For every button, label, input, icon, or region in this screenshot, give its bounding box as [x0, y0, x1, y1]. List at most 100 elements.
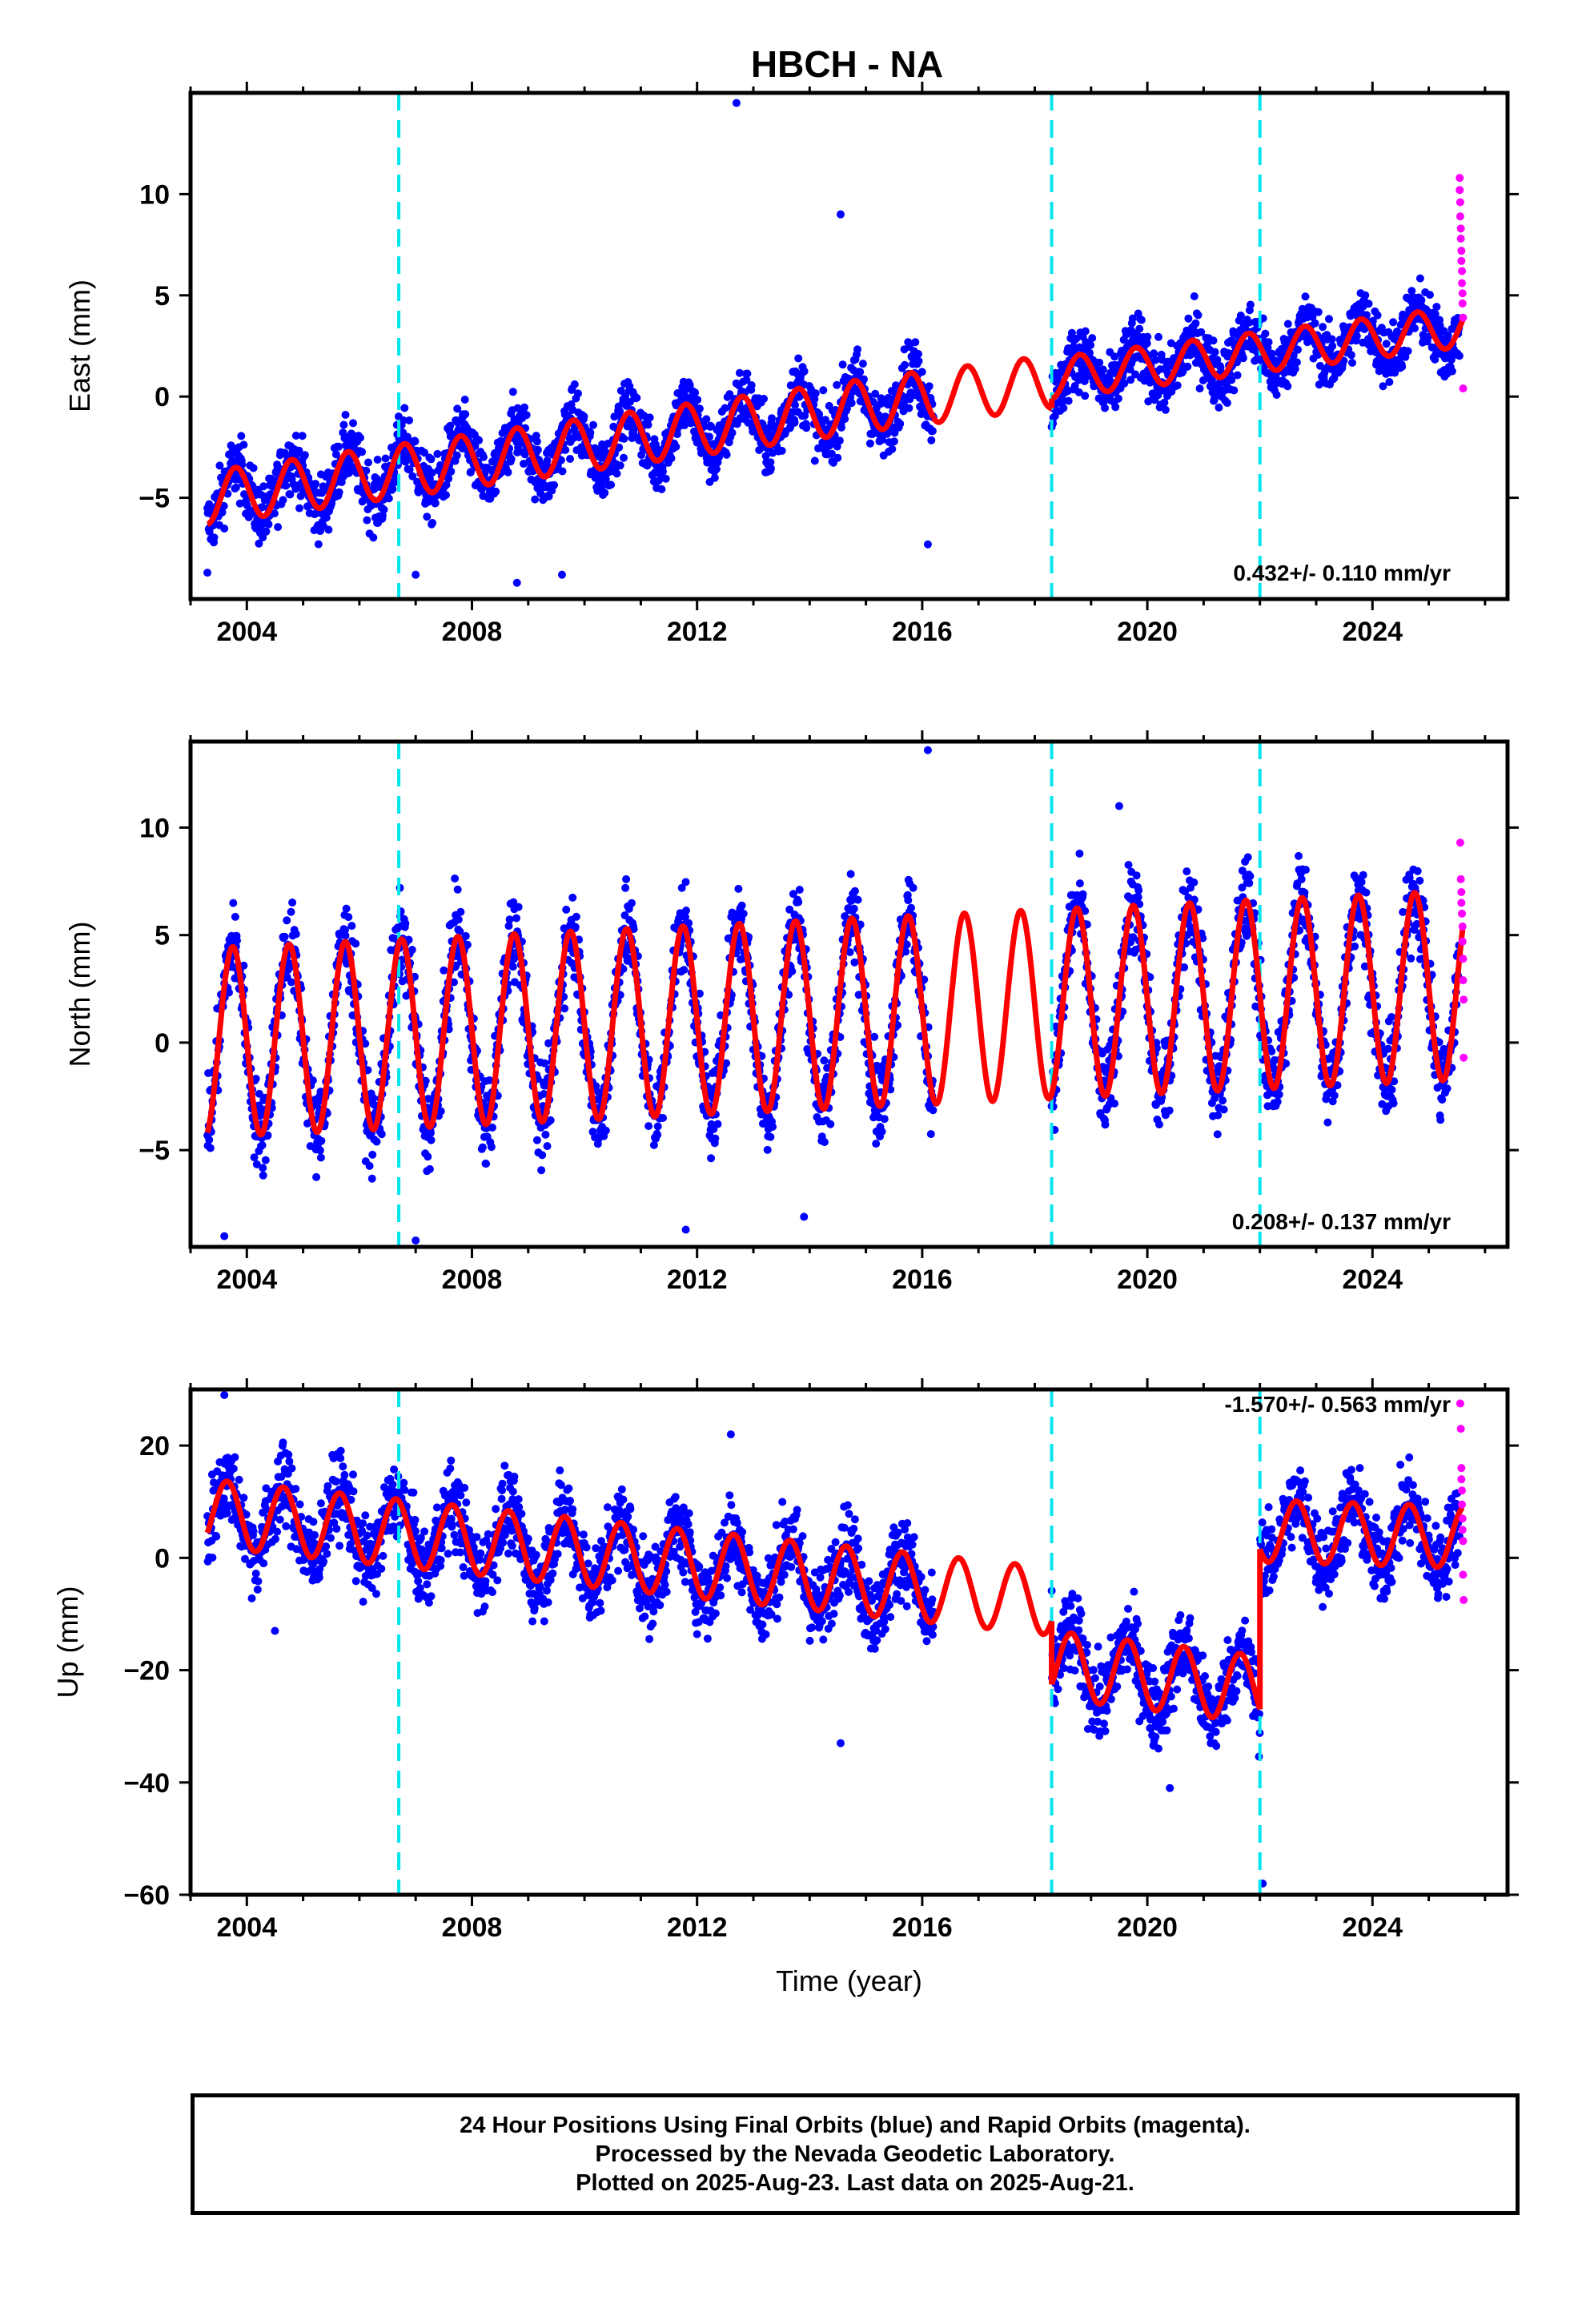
final-orbit-point [467, 468, 476, 476]
final-orbit-point [255, 539, 263, 548]
final-orbit-point [274, 523, 283, 532]
final-orbit-point [810, 456, 819, 465]
final-orbit-point [657, 485, 666, 493]
final-orbit-point [1347, 351, 1355, 360]
final-orbit-point [1447, 367, 1456, 376]
final-orbit-point [283, 916, 291, 925]
final-orbit-point [335, 442, 343, 451]
final-orbit-point [732, 99, 741, 107]
final-orbit-point [1352, 332, 1361, 340]
final-orbit-point [1223, 399, 1231, 408]
final-orbit-point [249, 464, 258, 472]
final-orbit-point [760, 395, 768, 403]
final-orbit-point [838, 360, 847, 369]
final-orbit-point [928, 427, 937, 436]
final-orbit-point [1432, 303, 1441, 312]
final-orbit-point [707, 1154, 716, 1163]
final-orbit-point [258, 503, 267, 512]
final-orbit-point [1165, 1106, 1174, 1115]
final-orbit-point [344, 913, 353, 922]
final-orbit-point [927, 436, 936, 444]
final-orbit-point [492, 487, 500, 496]
final-orbit-point [1070, 382, 1079, 390]
final-orbit-point [522, 411, 531, 420]
final-orbit-point [427, 1136, 436, 1144]
final-orbit-point [653, 1131, 662, 1140]
final-orbit-point [1417, 296, 1426, 304]
final-orbit-point [218, 508, 227, 517]
final-orbit-point [300, 451, 309, 460]
final-orbit-point [341, 411, 350, 419]
final-orbit-point [661, 474, 670, 483]
final-orbit-point [259, 533, 267, 542]
final-orbit-point [889, 437, 898, 446]
final-orbit-point [341, 926, 349, 935]
final-orbit-point [322, 513, 331, 522]
final-orbit-point [1382, 340, 1391, 348]
x-tick-label: 2024 [1342, 617, 1403, 647]
final-orbit-point [1379, 382, 1387, 391]
final-orbit-point [1101, 1120, 1110, 1129]
final-orbit-point [1199, 376, 1207, 384]
final-orbit-point [628, 899, 636, 907]
final-orbit-point [735, 368, 744, 377]
final-orbit-point [1364, 300, 1373, 308]
final-orbit-point [586, 428, 595, 437]
final-orbit-point [1301, 292, 1310, 301]
final-orbit-point [1182, 867, 1191, 876]
final-orbit-point [335, 488, 343, 497]
final-orbit-point [560, 1004, 569, 1013]
final-orbit-point [351, 939, 360, 948]
final-orbit-point [520, 403, 528, 412]
final-orbit-point [833, 380, 841, 389]
final-orbit-point [1126, 376, 1135, 384]
y-tick-label: −5 [139, 484, 170, 514]
final-orbit-point [282, 481, 291, 490]
final-orbit-point [1411, 324, 1419, 332]
final-orbit-point [877, 1128, 886, 1136]
final-orbit-point [847, 399, 856, 408]
final-orbit-point [428, 519, 437, 527]
final-orbit-point [1079, 362, 1088, 371]
final-orbit-point [929, 1106, 938, 1115]
final-orbit-point [888, 444, 897, 453]
final-orbit-point [1219, 1096, 1227, 1105]
final-orbit-point [237, 432, 246, 440]
final-orbit-point [428, 468, 436, 477]
final-orbit-point [308, 1076, 317, 1085]
final-orbit-point [680, 421, 689, 430]
final-orbit-point [442, 480, 451, 489]
final-orbit-point [317, 1136, 326, 1145]
final-orbit-point [219, 501, 228, 510]
final-orbit-point [342, 904, 351, 913]
final-orbit-point [1081, 392, 1090, 400]
final-orbit-point [341, 931, 350, 940]
final-orbit-point [681, 878, 690, 887]
final-orbit-point [680, 966, 689, 975]
final-orbit-point [788, 967, 797, 975]
final-orbit-point [574, 389, 582, 398]
chart-title: HBCH - NA [751, 43, 943, 85]
final-orbit-point [381, 454, 390, 463]
final-orbit-point [1230, 386, 1239, 395]
final-orbit-point [791, 400, 799, 409]
final-orbit-point [431, 499, 440, 508]
final-orbit-point [909, 883, 917, 892]
final-orbit-point [820, 1056, 829, 1065]
final-orbit-point [425, 1164, 434, 1173]
final-orbit-point [231, 912, 239, 921]
final-orbit-point [411, 437, 420, 446]
final-orbit-point [1128, 314, 1137, 323]
final-orbit-point [288, 899, 297, 907]
final-orbit-point [369, 533, 378, 542]
final-orbit-point [1154, 332, 1162, 341]
final-orbit-point [229, 899, 238, 907]
rapid-orbit-point [1458, 279, 1467, 287]
final-orbit-point [1283, 320, 1292, 328]
final-orbit-point [722, 450, 731, 459]
final-orbit-point [541, 1130, 550, 1139]
final-orbit-point [1455, 352, 1464, 360]
final-orbit-point [1392, 328, 1401, 336]
final-orbit-point [1114, 394, 1122, 403]
final-orbit-point [711, 1134, 720, 1143]
